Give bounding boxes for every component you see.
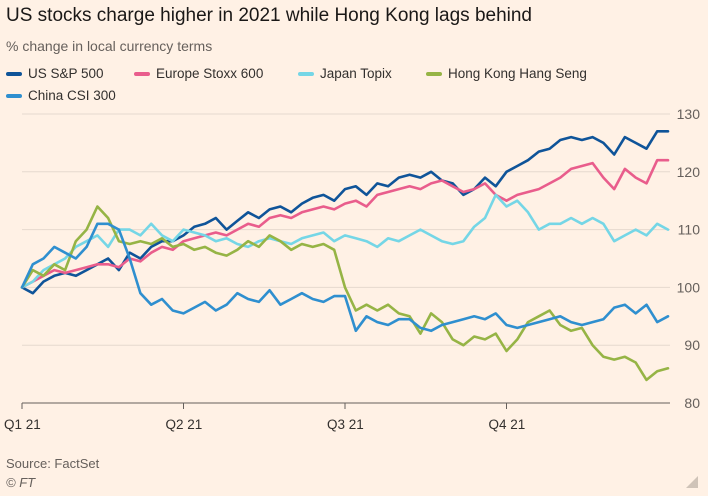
series-lines [20,130,670,382]
gridlines [22,113,670,404]
legend-item-topix: Japan Topix [298,66,392,81]
y-tick-label: 80 [684,395,700,411]
series-line-hong-kong-hang-seng [20,205,670,382]
legend-swatch-sp500 [6,71,22,76]
legend-swatch-hangseng [426,71,442,76]
y-tick-label: 110 [678,222,701,238]
legend-item-sp500: US S&P 500 [6,66,104,81]
x-tick-label: Q2 21 [166,417,203,432]
source-note: Source: FactSet [6,456,100,471]
y-tick-label: 100 [677,279,701,295]
series-line-europe-stoxx-600 [20,158,670,289]
series-line-japan-topix [20,193,670,289]
axes: 80 90 100 110 120 130 Q1 21 Q2 21 Q3 21 Q4 21 [4,106,700,432]
legend-label-hangseng: Hong Kong Hang Seng [448,66,587,81]
ft-credit: © FT [6,475,36,490]
y-tick-label: 130 [677,106,701,122]
x-tick-label: Q4 21 [489,417,526,432]
series-line-china-csi-300 [20,222,670,333]
x-tick-label: Q3 21 [327,417,364,432]
legend-item-csi300: China CSI 300 [6,88,116,103]
series-line-us-s-p-500 [20,130,670,295]
chart-title: US stocks charge higher in 2021 while Ho… [6,5,532,26]
resize-corner-icon [686,476,698,488]
legend-label-stoxx600: Europe Stoxx 600 [156,66,264,81]
legend-label-sp500: US S&P 500 [28,66,104,81]
legend-item-stoxx600: Europe Stoxx 600 [134,66,263,81]
legend-label-topix: Japan Topix [320,66,392,81]
legend-item-hangseng: Hong Kong Hang Seng [426,66,587,81]
y-tick-label: 90 [684,337,700,353]
legend-swatch-csi300 [6,93,22,98]
legend-swatch-topix [298,71,314,76]
y-tick-label: 120 [677,164,701,180]
x-tick-label: Q1 21 [4,417,41,432]
legend-label-csi300: China CSI 300 [28,88,116,103]
chart-subtitle: % change in local currency terms [6,38,213,54]
legend-swatch-stoxx600 [134,71,150,76]
